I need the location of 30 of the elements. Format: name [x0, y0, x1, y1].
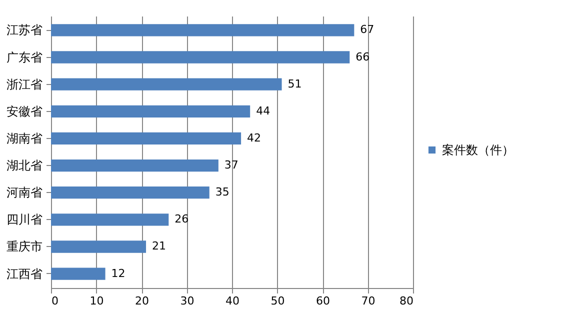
x-tick-label: 20 [135, 294, 149, 308]
y-tick-label: 四川省 [6, 212, 42, 227]
data-label: 12 [111, 266, 126, 280]
y-tick-label: 广东省 [6, 50, 42, 64]
y-tick-label: 湖北省 [6, 158, 42, 173]
data-label: 35 [215, 186, 230, 199]
data-label: 67 [360, 23, 374, 36]
x-tick-label: 80 [400, 294, 414, 308]
x-tick-label: 30 [180, 294, 194, 308]
x-tick-label: 70 [361, 294, 376, 308]
y-tick-label: 江苏省 [6, 23, 42, 38]
y-tick-label: 江西省 [6, 266, 42, 281]
x-tick-label: 60 [316, 294, 330, 308]
y-tick-label: 河南省 [6, 186, 42, 200]
x-tick-label: 10 [90, 294, 104, 308]
x-tick-label: 50 [270, 294, 285, 308]
data-label: 21 [152, 240, 166, 253]
data-label: 66 [356, 50, 370, 64]
y-tick-label: 湖南省 [6, 131, 42, 146]
legend-label: 案件数（件） [442, 143, 514, 157]
y-tick-label: 重庆市 [6, 240, 42, 254]
data-label: 42 [247, 131, 262, 144]
y-tick-label: 浙江省 [6, 77, 42, 92]
data-label: 51 [288, 77, 302, 90]
x-tick-label: 0 [52, 294, 58, 308]
x-tick-label: 40 [226, 294, 240, 308]
data-label: 37 [224, 158, 238, 172]
data-label: 26 [174, 212, 189, 226]
data-label: 44 [256, 104, 270, 118]
y-tick-label: 安徽省 [6, 104, 42, 118]
